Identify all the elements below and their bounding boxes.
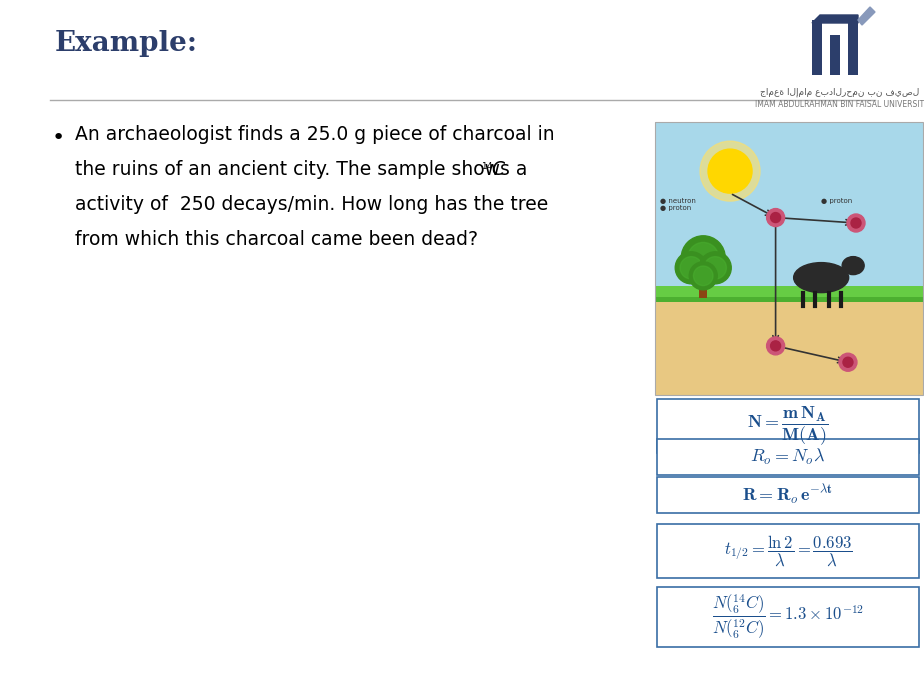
Circle shape: [708, 149, 752, 193]
Circle shape: [771, 213, 781, 222]
Bar: [655, 286, 923, 297]
Circle shape: [681, 236, 725, 280]
Text: $\mathbf{R = R_{\mathit{o}}\, e^{-\lambda t}}$: $\mathbf{R = R_{\mathit{o}}\, e^{-\lambd…: [743, 483, 833, 507]
Circle shape: [839, 353, 857, 371]
Text: $\mathit{C}$: $\mathit{C}$: [491, 160, 506, 179]
Bar: [699, 280, 707, 298]
Text: activity of  250 decays/min. How long has the tree: activity of 250 decays/min. How long has…: [75, 195, 548, 214]
Circle shape: [680, 257, 702, 279]
FancyBboxPatch shape: [657, 524, 919, 578]
Circle shape: [700, 141, 760, 201]
Text: •: •: [52, 128, 66, 148]
Text: from which this charcoal came been dead?: from which this charcoal came been dead?: [75, 230, 478, 249]
Text: $^{14}$: $^{14}$: [481, 162, 493, 175]
Polygon shape: [812, 15, 858, 23]
Circle shape: [767, 209, 784, 226]
Circle shape: [771, 341, 781, 351]
Circle shape: [847, 214, 865, 232]
Circle shape: [687, 242, 719, 273]
Bar: [655, 292, 923, 395]
Text: ● neutron
● proton: ● neutron ● proton: [660, 198, 696, 211]
FancyBboxPatch shape: [657, 587, 919, 647]
Bar: [812, 20, 822, 75]
Ellipse shape: [794, 263, 848, 293]
Bar: [830, 35, 840, 75]
Text: the ruins of an ancient city. The sample shows a: the ruins of an ancient city. The sample…: [75, 160, 533, 179]
Text: An archaeologist finds a 25.0 g piece of charcoal in: An archaeologist finds a 25.0 g piece of…: [75, 125, 554, 144]
Ellipse shape: [842, 257, 864, 274]
Circle shape: [699, 252, 731, 284]
FancyBboxPatch shape: [657, 439, 919, 475]
Circle shape: [767, 337, 784, 355]
Text: ● proton: ● proton: [821, 198, 853, 204]
Bar: [655, 122, 923, 292]
Text: $\mathit{R_o} = \mathit{N_o}\lambda$: $\mathit{R_o} = \mathit{N_o}\lambda$: [750, 447, 825, 467]
Text: $\dfrac{N(^{14}_{6}C)}{N(^{12}_{6}C)} = 1.3 \times 10^{-12}$: $\dfrac{N(^{14}_{6}C)}{N(^{12}_{6}C)} = …: [711, 593, 864, 641]
Polygon shape: [858, 7, 875, 25]
FancyBboxPatch shape: [657, 399, 919, 453]
Circle shape: [693, 266, 713, 285]
Bar: [848, 20, 858, 75]
Circle shape: [675, 252, 707, 284]
Bar: [655, 122, 923, 395]
Circle shape: [843, 357, 853, 367]
Bar: [655, 286, 923, 302]
Circle shape: [851, 218, 861, 228]
Text: جامعة الإمام عبدالرحمن بن فيصل: جامعة الإمام عبدالرحمن بن فيصل: [760, 88, 919, 97]
Text: $\mathit{t}_{1/2} = \dfrac{\ln 2}{\lambda} = \dfrac{0.693}{\lambda}$: $\mathit{t}_{1/2} = \dfrac{\ln 2}{\lambd…: [723, 534, 853, 568]
Text: IMAM ABDULRAHMAN BIN FAISAL UNIVERSIT: IMAM ABDULRAHMAN BIN FAISAL UNIVERSIT: [756, 100, 924, 109]
Circle shape: [704, 257, 726, 279]
Text: Example:: Example:: [55, 30, 198, 57]
FancyBboxPatch shape: [657, 477, 919, 513]
Text: $\mathbf{N} = \dfrac{\mathbf{m}\, \mathbf{N_A}}{\mathbf{M(A)}}$: $\mathbf{N} = \dfrac{\mathbf{m}\, \mathb…: [748, 404, 829, 448]
Circle shape: [689, 262, 717, 289]
